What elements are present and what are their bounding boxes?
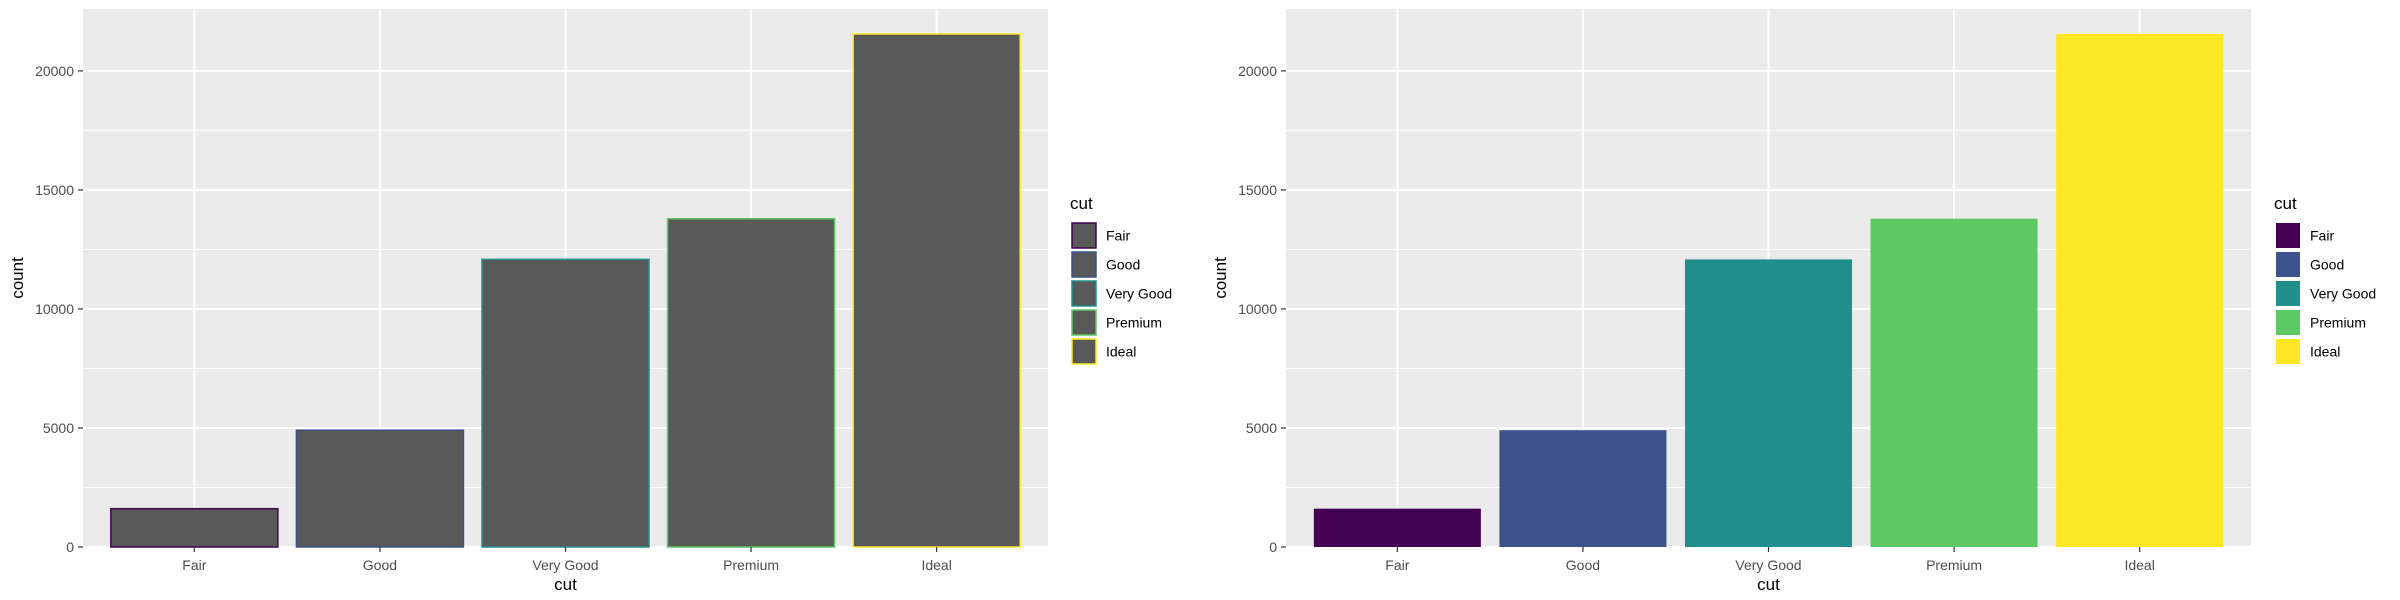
bar-premium — [666, 217, 836, 548]
legend-key-good — [1071, 251, 1097, 278]
x-tick-label: Good — [1566, 557, 1600, 573]
x-axis-title: cut — [1757, 575, 1780, 594]
legend-label: Ideal — [1106, 344, 1136, 360]
y-tick-label: 5000 — [43, 420, 74, 436]
x-tick-label: Ideal — [2124, 557, 2154, 573]
y-tick-label: 10000 — [35, 301, 74, 317]
legend-title: cut — [1070, 194, 1093, 213]
x-tick-label: Very Good — [1735, 557, 1801, 573]
bar-good — [295, 429, 465, 548]
y-tick-label: 20000 — [1238, 63, 1277, 79]
legend-label: Fair — [1106, 228, 1130, 244]
chart-panel-2: 0 5000 10000 15000 20000 Fair Good Very Good Pre… — [1211, 9, 2376, 594]
legend-key-ideal — [2276, 339, 2300, 364]
x-axis-title: cut — [554, 575, 577, 594]
y-tick-label: 5000 — [1246, 420, 1277, 436]
x-tick-label: Good — [363, 557, 397, 573]
legend: cut Fair Good Very Good Premium Ideal — [1070, 194, 1172, 365]
legend-label: Good — [1106, 257, 1140, 273]
legend-key-good — [2276, 252, 2300, 277]
x-tick-label: Premium — [723, 557, 779, 573]
legend-label: Premium — [2310, 315, 2366, 331]
bar-ideal — [852, 33, 1021, 548]
bar-premium — [1870, 218, 2038, 547]
x-tick-label: Fair — [182, 557, 206, 573]
y-tick-label: 15000 — [1238, 182, 1277, 198]
x-tick-label: Premium — [1926, 557, 1982, 573]
bar-fair — [1313, 508, 1481, 547]
legend-key-fair — [1071, 222, 1097, 249]
legend-key-very-good — [1071, 280, 1097, 307]
bar-very-good — [481, 258, 650, 548]
chart-panel-1: 0 5000 10000 15000 20000 Fair Good Very Good Pre… — [8, 9, 1172, 594]
bar-fair — [110, 507, 279, 548]
x-tick-label: Ideal — [921, 557, 951, 573]
legend-key-fair — [2276, 223, 2300, 248]
legend-title: cut — [2274, 194, 2297, 213]
x-tick-label: Very Good — [532, 557, 598, 573]
legend-key-premium — [2276, 310, 2300, 335]
y-tick-label: 20000 — [35, 63, 74, 79]
legend-key-ideal — [1071, 338, 1097, 365]
y-tick-label: 15000 — [35, 182, 74, 198]
bar-good — [1499, 430, 1667, 547]
bar-very-good — [1684, 259, 1853, 547]
y-axis-title: count — [8, 257, 27, 299]
y-tick-label: 10000 — [1238, 301, 1277, 317]
x-tick-label: Fair — [1385, 557, 1409, 573]
legend-label: Very Good — [1106, 286, 1172, 302]
legend-label: Very Good — [2310, 286, 2376, 302]
bar-ideal — [2056, 33, 2224, 547]
legend-label: Good — [2310, 257, 2344, 273]
y-tick-label: 0 — [1269, 539, 1277, 555]
legend: cut Fair Good Very Good Premium Ideal — [2274, 194, 2376, 364]
legend-key-premium — [1071, 309, 1097, 336]
legend-label: Premium — [1106, 315, 1162, 331]
legend-key-very-good — [2276, 281, 2300, 306]
y-axis-title: count — [1211, 257, 1230, 299]
legend-label: Fair — [2310, 228, 2334, 244]
legend-label: Ideal — [2310, 344, 2340, 360]
y-tick-label: 0 — [66, 539, 74, 555]
